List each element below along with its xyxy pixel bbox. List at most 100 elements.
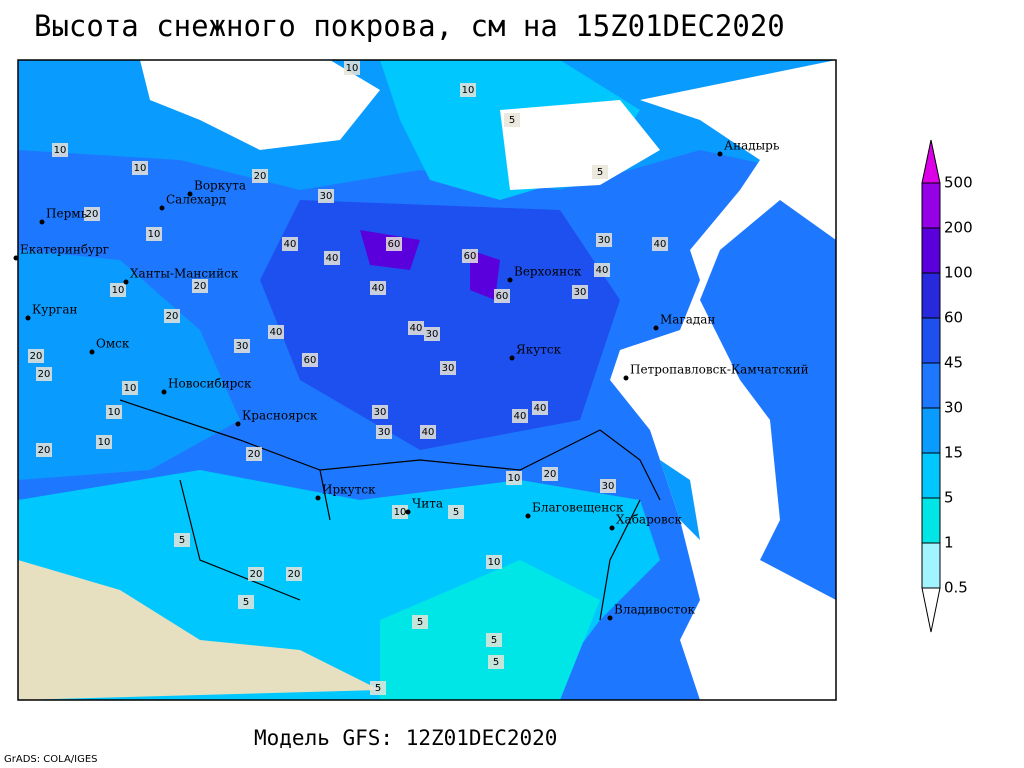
city-dot (25, 315, 31, 321)
contour-label-box (52, 143, 68, 157)
colorbar-label: 1 (944, 534, 954, 552)
contour-label-box (424, 327, 440, 341)
contour-label-box (376, 425, 392, 439)
contour-label: 40 (284, 239, 297, 250)
city-dot (89, 349, 95, 355)
contour-label: 10 (508, 473, 521, 484)
contour-label-box (192, 279, 208, 293)
contour-label-box (596, 233, 612, 247)
colorbar-label: 200 (944, 219, 973, 237)
contour-label-box (494, 289, 510, 303)
city-label: Новосибирск (168, 377, 252, 391)
color-band (921, 227, 941, 274)
contour-label-box (594, 263, 610, 277)
contour-label: 30 (574, 287, 587, 298)
contour-label: 20 (544, 469, 557, 480)
contour-label: 60 (496, 291, 509, 302)
color-band (921, 272, 941, 319)
city-dot (623, 375, 629, 381)
sea (500, 100, 660, 190)
thin-snow-area (380, 560, 600, 700)
title: Высота снежного покрова, см на 15Z01DEC2… (34, 9, 785, 43)
contour-label: 30 (374, 407, 387, 418)
contour-label-box (440, 361, 456, 375)
contour-label: 5 (179, 535, 185, 546)
color-band (921, 182, 941, 229)
contour-label: 10 (488, 557, 501, 568)
contour-label-box (408, 321, 424, 335)
contour-label: 30 (426, 329, 439, 340)
city-label: Пермь (46, 207, 88, 221)
contour-label-box (386, 237, 402, 251)
contour-label-box (252, 169, 268, 183)
map (17, 59, 837, 701)
contour-label-box (246, 447, 262, 461)
contour-label-box (486, 633, 502, 647)
city-label: Магадан (660, 313, 715, 327)
city-dot (39, 219, 45, 225)
contour-label-box (652, 237, 668, 251)
city-dot (609, 525, 615, 531)
contour-label: 40 (326, 253, 339, 264)
contour-label: 30 (236, 341, 249, 352)
credit: GrADS: COLA/IGES (4, 754, 98, 765)
contour-label: 30 (320, 191, 333, 202)
color-band (921, 362, 941, 409)
contour-label: 10 (148, 229, 161, 240)
contour-label: 10 (346, 63, 359, 74)
contour-label: 30 (378, 427, 391, 438)
contour-label: 5 (597, 167, 603, 178)
contour-label: 40 (410, 323, 423, 334)
central-area (260, 200, 620, 450)
contour-label: 60 (464, 251, 477, 262)
contour-label: 5 (491, 635, 497, 646)
contour-label: 20 (166, 311, 179, 322)
colorbar-label: 500 (944, 174, 973, 192)
contour-label-box (286, 567, 302, 581)
contour-label-box (318, 189, 334, 203)
contour-label-box (28, 349, 44, 363)
contour-label-box (234, 339, 250, 353)
contour-label: 60 (388, 239, 401, 250)
contour-label-box (110, 283, 126, 297)
contour-label-box (512, 409, 528, 423)
color-band (921, 542, 941, 589)
kamchatka (740, 280, 790, 360)
color-band (921, 497, 941, 544)
contour-label-box (36, 367, 52, 381)
city-label: Воркута (194, 179, 246, 193)
contour-label-box (106, 405, 122, 419)
contour-label: 40 (596, 265, 609, 276)
color-band (921, 317, 941, 364)
contour-label: 20 (38, 369, 51, 380)
city-label: Благовещенск (532, 501, 624, 515)
city-label: Чита (412, 497, 443, 511)
contour-label-box (238, 595, 254, 609)
contour-label-box (392, 505, 408, 519)
city-dot (123, 279, 129, 285)
colorbar-label: 60 (944, 309, 963, 327)
contour-label: 40 (654, 239, 667, 250)
contour-label: 40 (270, 327, 283, 338)
contour-label-box (488, 655, 504, 669)
color-band (921, 587, 941, 633)
contour-label-box (122, 381, 138, 395)
city-dot (405, 509, 411, 515)
city-label: Красноярск (242, 409, 318, 423)
contour-label-box (412, 615, 428, 629)
contour-label-box (324, 251, 340, 265)
city-label: Салехард (166, 193, 226, 207)
contour-label: 20 (254, 171, 267, 182)
contour-label: 10 (54, 145, 67, 156)
contour-label: 20 (86, 209, 99, 220)
city-dot (717, 151, 723, 157)
contour-label: 60 (304, 355, 317, 366)
contour-label-box (460, 83, 476, 97)
border-line (119, 399, 661, 621)
contour-label-box (302, 353, 318, 367)
contour-label-box (420, 425, 436, 439)
